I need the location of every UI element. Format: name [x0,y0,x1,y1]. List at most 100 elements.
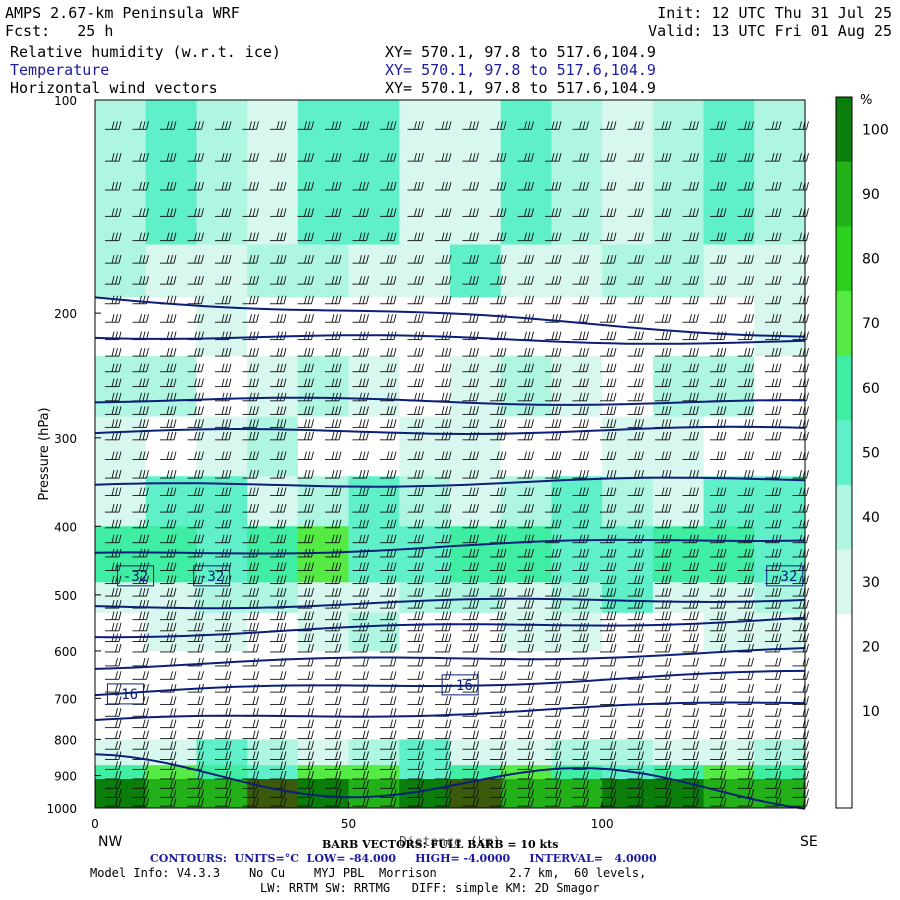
barb-flag [115,121,118,130]
wind-barb [160,153,177,162]
barb-flag [197,562,201,571]
barb-flag [304,487,307,496]
barb-flag [307,770,311,780]
wind-barb [297,295,314,305]
barb-flag [331,181,335,191]
barb-flag [307,363,311,372]
barb-flag [170,451,173,460]
rh-cell [196,100,248,246]
barb-flag [201,600,204,609]
wind-barb [242,770,259,780]
wind-barb [242,534,259,544]
wind-barb [160,378,177,388]
barb-flag [307,419,311,428]
barb-flag [335,519,338,528]
barb-flag [170,562,173,571]
barb-flag [201,671,204,680]
rh-cell [348,244,400,298]
barb-flag [311,519,314,528]
barb-flag [201,406,204,415]
barb-flag [201,719,204,728]
wind-barb [132,671,149,680]
wind-barb [187,378,204,388]
barb-flag [115,696,118,705]
wind-barb [105,392,122,402]
barb-flag [331,503,335,513]
barb-flag [276,232,280,241]
barb-flag [307,276,311,285]
barb-flag [201,534,204,543]
wind-barb [215,255,232,264]
wind-barb [187,121,204,130]
barb-flag [338,671,342,680]
barb-flag [283,751,287,760]
barb-flag [166,378,170,387]
wind-barb [297,314,314,323]
barb-flag [311,730,314,739]
barb-flag [276,121,280,130]
rh-cell [703,416,755,477]
barb-flag [280,562,283,571]
rh-cell [450,650,502,740]
barb-flag [311,276,314,285]
wind-barb [105,741,122,750]
barb-flag [228,503,232,513]
barb-flag [311,780,314,789]
barb-flag [118,469,122,479]
barb-flag [249,276,252,285]
barb-flag [146,770,149,780]
barb-flag [194,121,197,130]
barb-flag [331,519,335,528]
barb-flag [280,419,283,428]
barb-flag [304,314,307,323]
barb-flag [170,611,173,620]
barb-flag [311,153,314,162]
barb-flag [142,121,146,130]
barb-flag [221,255,225,264]
barb-flag [225,232,228,241]
wind-barb [132,519,149,529]
wind-barb [325,232,342,242]
rh-cell [247,526,299,583]
barb-flag [166,255,170,264]
barb-flag [256,363,259,372]
barb-flag [249,487,252,496]
barb-flag [197,643,201,653]
barb-flag [115,255,118,264]
barb-flag [225,363,228,372]
barb-flag [118,587,122,597]
wind-barb [105,431,122,441]
wind-barb [105,208,122,217]
barb-flag [170,622,173,631]
rh-cell [399,297,451,357]
barb-flag [331,587,335,597]
wind-barb [105,469,122,479]
barb-flag [118,153,122,162]
barb-flag [146,751,149,760]
barb-flag [252,255,256,264]
wind-barb [297,789,314,798]
barb-flag [118,392,122,401]
wind-barb [132,770,149,780]
barb-flag [201,643,204,653]
barb-flag [197,622,201,631]
barb-flag [280,751,283,760]
wind-barb [215,431,232,441]
rh-cell [551,582,603,614]
barb-flag [118,708,122,717]
wind-barb [160,798,177,807]
wind-barb [132,153,149,162]
barb-flag [118,451,122,460]
barb-flag [276,562,280,571]
wind-barb [187,643,204,653]
barb-flag [338,232,342,241]
barb-flag [146,208,149,217]
wind-barb [187,406,204,415]
wind-barb [297,208,314,217]
rh-cell [602,526,654,583]
wind-barb [297,431,314,441]
barb-flag [280,780,283,789]
barb-flag [201,295,204,304]
barb-flag [221,276,225,285]
barb-flag [111,622,115,631]
